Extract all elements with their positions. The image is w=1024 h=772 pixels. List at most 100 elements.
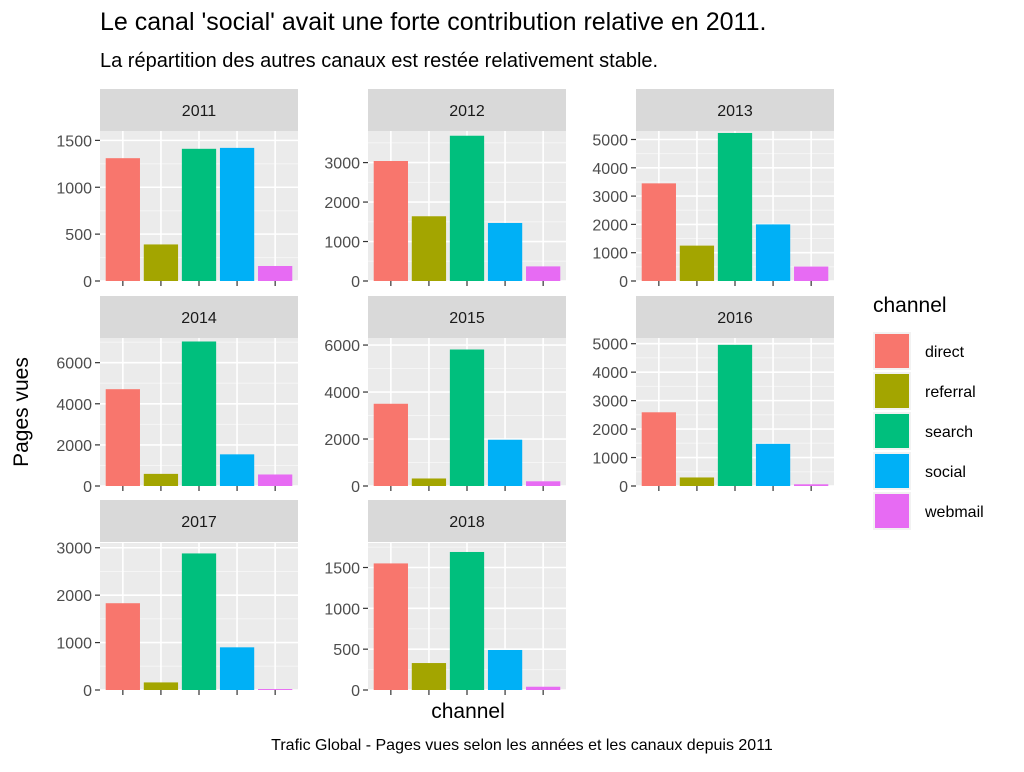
y-tick-label: 1000	[324, 601, 360, 618]
bar-referral	[679, 477, 715, 486]
y-tick-label: 1500	[56, 133, 92, 150]
y-tick-label: 500	[333, 642, 360, 659]
facet-strip-label: 2015	[449, 310, 485, 327]
bar-direct	[373, 563, 408, 690]
y-tick-label: 3000	[592, 394, 628, 411]
bar-social	[487, 439, 523, 486]
legend-swatch-webmail	[875, 494, 909, 528]
y-tick-label: 0	[351, 683, 360, 700]
bar-webmail	[258, 689, 293, 690]
facet-strip	[100, 89, 298, 131]
y-tick-label: 5000	[592, 337, 628, 354]
bar-direct	[373, 403, 408, 486]
legend-label-referral: referral	[925, 384, 976, 401]
bar-search	[181, 553, 217, 690]
y-tick-label: 0	[83, 274, 92, 291]
bar-referral	[679, 245, 715, 281]
facet-strip	[636, 296, 834, 338]
y-tick-label: 0	[83, 683, 92, 700]
legend-swatch-direct	[875, 334, 909, 368]
bar-direct	[105, 603, 140, 690]
y-tick-label: 1000	[324, 235, 360, 252]
bar-referral	[411, 478, 447, 486]
facet-2014: 2014 0 2000 4000 6000	[56, 296, 298, 496]
legend-label-webmail: webmail	[924, 504, 984, 521]
facet-strip	[636, 89, 834, 131]
bar-direct	[641, 183, 676, 281]
y-tick-label: 500	[65, 227, 92, 244]
legend-label-social: social	[925, 464, 966, 481]
bar-social	[755, 443, 791, 486]
bar-webmail	[258, 266, 293, 281]
facet-2012: 2012 0 1000 2000 3000	[324, 89, 566, 291]
bar-social	[487, 649, 523, 690]
bar-search	[717, 344, 753, 486]
chart-caption: Trafic Global - Pages vues selon les ann…	[271, 737, 773, 754]
legend: channel direct referral search social webmail	[873, 294, 984, 530]
bar-direct	[105, 158, 140, 281]
legend-title: channel	[873, 294, 947, 317]
bar-social	[755, 224, 791, 281]
y-tick-label: 2000	[56, 438, 92, 455]
y-tick-label: 0	[619, 479, 628, 496]
bar-referral	[143, 244, 179, 281]
y-tick-label: 5000	[592, 132, 628, 149]
bar-webmail	[794, 266, 829, 281]
bar-direct	[373, 161, 408, 281]
y-tick-label: 6000	[324, 338, 360, 355]
y-tick-label: 0	[351, 479, 360, 496]
facet-2015: 2015 0 2000 4000 6000	[324, 296, 566, 496]
facet-2017: 2017 0 1000 2000 3000	[56, 500, 298, 700]
y-tick-label: 2000	[592, 217, 628, 234]
y-tick-label: 3000	[56, 541, 92, 558]
y-tick-label: 1500	[324, 561, 360, 578]
bar-webmail	[258, 474, 293, 486]
y-tick-label: 1000	[592, 451, 628, 468]
bar-social	[487, 222, 523, 281]
facet-2018: 2018 0 500 1000 1500	[324, 500, 566, 700]
legend-swatch-social	[875, 454, 909, 488]
bar-search	[181, 341, 217, 486]
bar-webmail	[526, 686, 561, 690]
facet-strip	[100, 500, 298, 542]
facet-strip-label: 2014	[181, 310, 217, 327]
bar-search	[181, 148, 217, 281]
y-tick-label: 0	[619, 274, 628, 291]
bar-search	[717, 132, 753, 281]
chart-title: Le canal 'social' avait une forte contri…	[100, 8, 767, 36]
facet-strip	[368, 296, 566, 338]
bar-direct	[105, 389, 140, 486]
legend-swatch-search	[875, 414, 909, 448]
facet-strip-label: 2013	[717, 103, 753, 120]
y-tick-label: 1000	[592, 246, 628, 263]
bar-referral	[143, 682, 179, 690]
y-tick-label: 0	[83, 479, 92, 496]
x-axis-title: channel	[431, 700, 505, 723]
bar-social	[219, 454, 255, 486]
bar-search	[449, 135, 485, 281]
facet-2016: 2016 0 1000 2000 3000 4000 5000	[592, 296, 834, 496]
y-tick-label: 0	[351, 274, 360, 291]
y-tick-label: 2000	[592, 422, 628, 439]
facet-strip	[100, 296, 298, 338]
facet-strip-label: 2011	[182, 103, 217, 120]
facet-strip	[368, 89, 566, 131]
y-tick-label: 1000	[56, 180, 92, 197]
bar-search	[449, 349, 485, 486]
y-tick-label: 2000	[324, 432, 360, 449]
y-axis-title: Pages vues	[10, 357, 33, 467]
bar-social	[219, 147, 255, 281]
y-tick-label: 2000	[56, 588, 92, 605]
facet-strip-label: 2018	[449, 514, 485, 531]
y-tick-label: 1000	[56, 636, 92, 653]
facet-strip-label: 2016	[717, 310, 753, 327]
legend-swatch-referral	[875, 374, 909, 408]
bar-webmail	[526, 266, 561, 281]
facet-strip-label: 2017	[181, 514, 217, 531]
bar-referral	[411, 216, 447, 281]
facet-2011: 2011 0 500 1000 1500	[56, 89, 298, 291]
bar-webmail	[526, 481, 561, 486]
legend-label-direct: direct	[925, 344, 965, 361]
